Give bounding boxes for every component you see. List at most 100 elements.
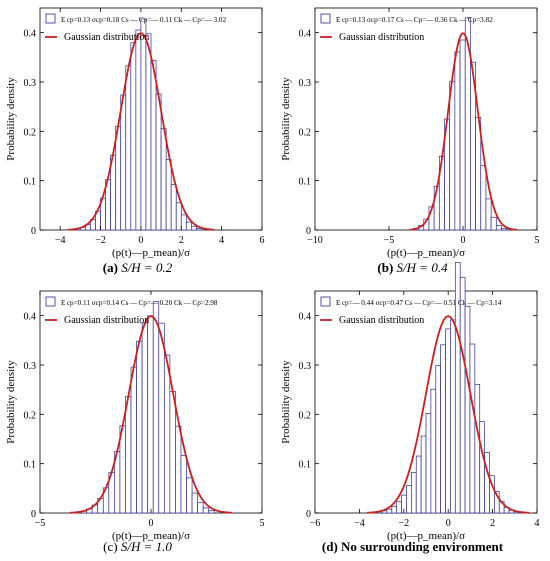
histogram-bar xyxy=(145,33,152,231)
y-tick-label: 0.1 xyxy=(299,177,312,188)
histogram-bar xyxy=(464,305,471,514)
legend-stats-label: E cp=0.13 σcp=0.18 Cs — Cp=— 0.11 Ck — C… xyxy=(61,16,226,24)
y-tick-label: 0 xyxy=(306,226,311,237)
caption-letter-b: (b) xyxy=(377,260,394,275)
caption-d: (d) No surrounding environment xyxy=(275,539,550,555)
histogram-bar xyxy=(480,165,487,231)
y-tick-label: 0.4 xyxy=(299,312,312,323)
caption-letter-d: (d) xyxy=(321,539,338,554)
histogram-bar xyxy=(196,227,202,231)
x-tick-label: 2 xyxy=(179,235,184,246)
histogram-bar xyxy=(175,425,182,514)
histogram-bar xyxy=(501,228,508,231)
y-tick-label: 0.3 xyxy=(24,361,37,372)
y-tick-label: 0.2 xyxy=(24,127,37,138)
y-tick-label: 0.4 xyxy=(299,29,312,40)
histogram-bar xyxy=(386,508,393,514)
histogram-bar xyxy=(136,340,143,514)
histogram-bar xyxy=(454,51,461,231)
histogram-bar xyxy=(155,93,162,231)
histogram-bar xyxy=(135,29,142,231)
x-tick-label: −2 xyxy=(95,235,106,246)
x-tick-label: −4 xyxy=(354,518,365,529)
histogram-bar xyxy=(396,501,402,514)
histogram-bar xyxy=(197,502,204,514)
histogram-bar xyxy=(474,383,481,514)
x-tick-label: 0 xyxy=(149,518,154,529)
histogram-bar xyxy=(141,322,149,514)
x-axis-label: (p(t)—p_mean)/σ xyxy=(387,530,465,542)
caption-b: (b) S/H = 0.4 xyxy=(275,260,550,276)
y-axis-label: Probability density xyxy=(5,360,17,444)
y-tick-label: 0.3 xyxy=(299,78,312,89)
legend-gaussian-label: Gaussian distribution xyxy=(339,32,424,43)
y-tick-label: 0 xyxy=(31,509,36,520)
y-tick-label: 0.1 xyxy=(24,460,37,471)
histogram-bar xyxy=(130,366,137,514)
x-tick-label: 0 xyxy=(446,518,451,529)
histogram-bars xyxy=(74,18,202,231)
histogram-bar xyxy=(180,455,187,514)
x-tick-label: −6 xyxy=(310,518,321,529)
gaussian-curve xyxy=(67,32,215,231)
histogram-bar xyxy=(191,492,198,514)
histogram-bar xyxy=(163,354,171,514)
histogram-bars xyxy=(80,301,215,514)
histogram-bar xyxy=(115,125,122,231)
x-tick-label: −5 xyxy=(384,235,395,246)
histogram-bar xyxy=(415,455,422,514)
gaussian-curve xyxy=(69,315,233,514)
legend-stats-label: E cp=0.13 σcp=0.17 Cs — Cp=— 0.36 Ck — C… xyxy=(336,16,493,24)
histogram-chart-a: 0 0.1 0.2 0.3 0.4 −4 −2 0 2 4 6 Probability density… xyxy=(5,7,265,259)
y-tick-label: 0 xyxy=(306,509,311,520)
legend-histogram-swatch xyxy=(45,296,56,307)
caption-text-d: No surrounding environment xyxy=(337,539,504,554)
x-axis-label: (p(t)—p_mean)/σ xyxy=(112,247,190,259)
x-tick-label: 4 xyxy=(535,518,540,529)
x-tick-label: 6 xyxy=(260,235,265,246)
histogram-bar xyxy=(425,412,432,514)
x-tick-label: −5 xyxy=(35,518,46,529)
histogram-bar xyxy=(420,435,427,514)
panel-b: 0 0.1 0.2 0.3 0.4 −10 −5 0 5 Probability density (… xyxy=(275,0,550,259)
histogram-bar xyxy=(449,80,456,231)
legend-stats-label: E cp=0.11 σcp=0.14 Cs — Cp=— 0.20 Ck — C… xyxy=(61,299,218,307)
histogram-bar xyxy=(202,507,210,514)
histogram-bar xyxy=(191,225,197,231)
x-tick-label: −10 xyxy=(307,235,323,246)
histogram-bar xyxy=(130,42,137,231)
histogram-bar xyxy=(175,202,182,231)
histogram-bar xyxy=(435,365,442,514)
legend-stats-label: E cp=— 0.44 σcp=0.47 Cs — Cp=— 0.51 Ck —… xyxy=(336,299,502,307)
histogram-bar xyxy=(459,39,466,231)
legend-gaussian-label: Gaussian distribution xyxy=(339,315,424,326)
caption-a: (a) S/H = 0.2 xyxy=(0,260,275,276)
caption-letter-a: (a) xyxy=(102,260,118,275)
histogram-bar xyxy=(180,214,187,231)
histogram-bar xyxy=(410,472,417,514)
caption-letter-c: (c) xyxy=(103,539,118,554)
histogram-bar xyxy=(450,319,456,514)
legend-gaussian-label: Gaussian distribution xyxy=(64,315,149,326)
histogram-bar xyxy=(208,510,215,514)
panel-d: 0 0.1 0.2 0.3 0.4 −6 −4 −2 0 2 4 Probability densit… xyxy=(275,262,550,542)
histogram-bar xyxy=(445,328,451,514)
x-tick-label: 0 xyxy=(461,235,466,246)
x-tick-label: 5 xyxy=(535,235,540,246)
histogram-bar xyxy=(430,388,437,514)
histogram-bar xyxy=(170,184,177,231)
y-tick-label: 0.2 xyxy=(24,410,37,421)
histogram-bar xyxy=(495,225,502,231)
histogram-bar xyxy=(120,94,127,231)
y-tick-label: 0.3 xyxy=(24,78,37,89)
histogram-chart-d: 0 0.1 0.2 0.3 0.4 −6 −4 −2 0 2 4 Probability densit… xyxy=(280,262,540,542)
y-tick-label: 0 xyxy=(31,226,36,237)
y-axis-label: Probability density xyxy=(5,77,17,161)
x-tick-label: −4 xyxy=(55,235,66,246)
y-axis-label: Probability density xyxy=(280,77,292,161)
histogram-bar xyxy=(186,477,193,514)
histogram-bars xyxy=(413,17,508,231)
histogram-bars xyxy=(376,262,520,514)
caption-text-c: S/H = 1.0 xyxy=(117,539,172,554)
histogram-bar xyxy=(152,301,160,514)
